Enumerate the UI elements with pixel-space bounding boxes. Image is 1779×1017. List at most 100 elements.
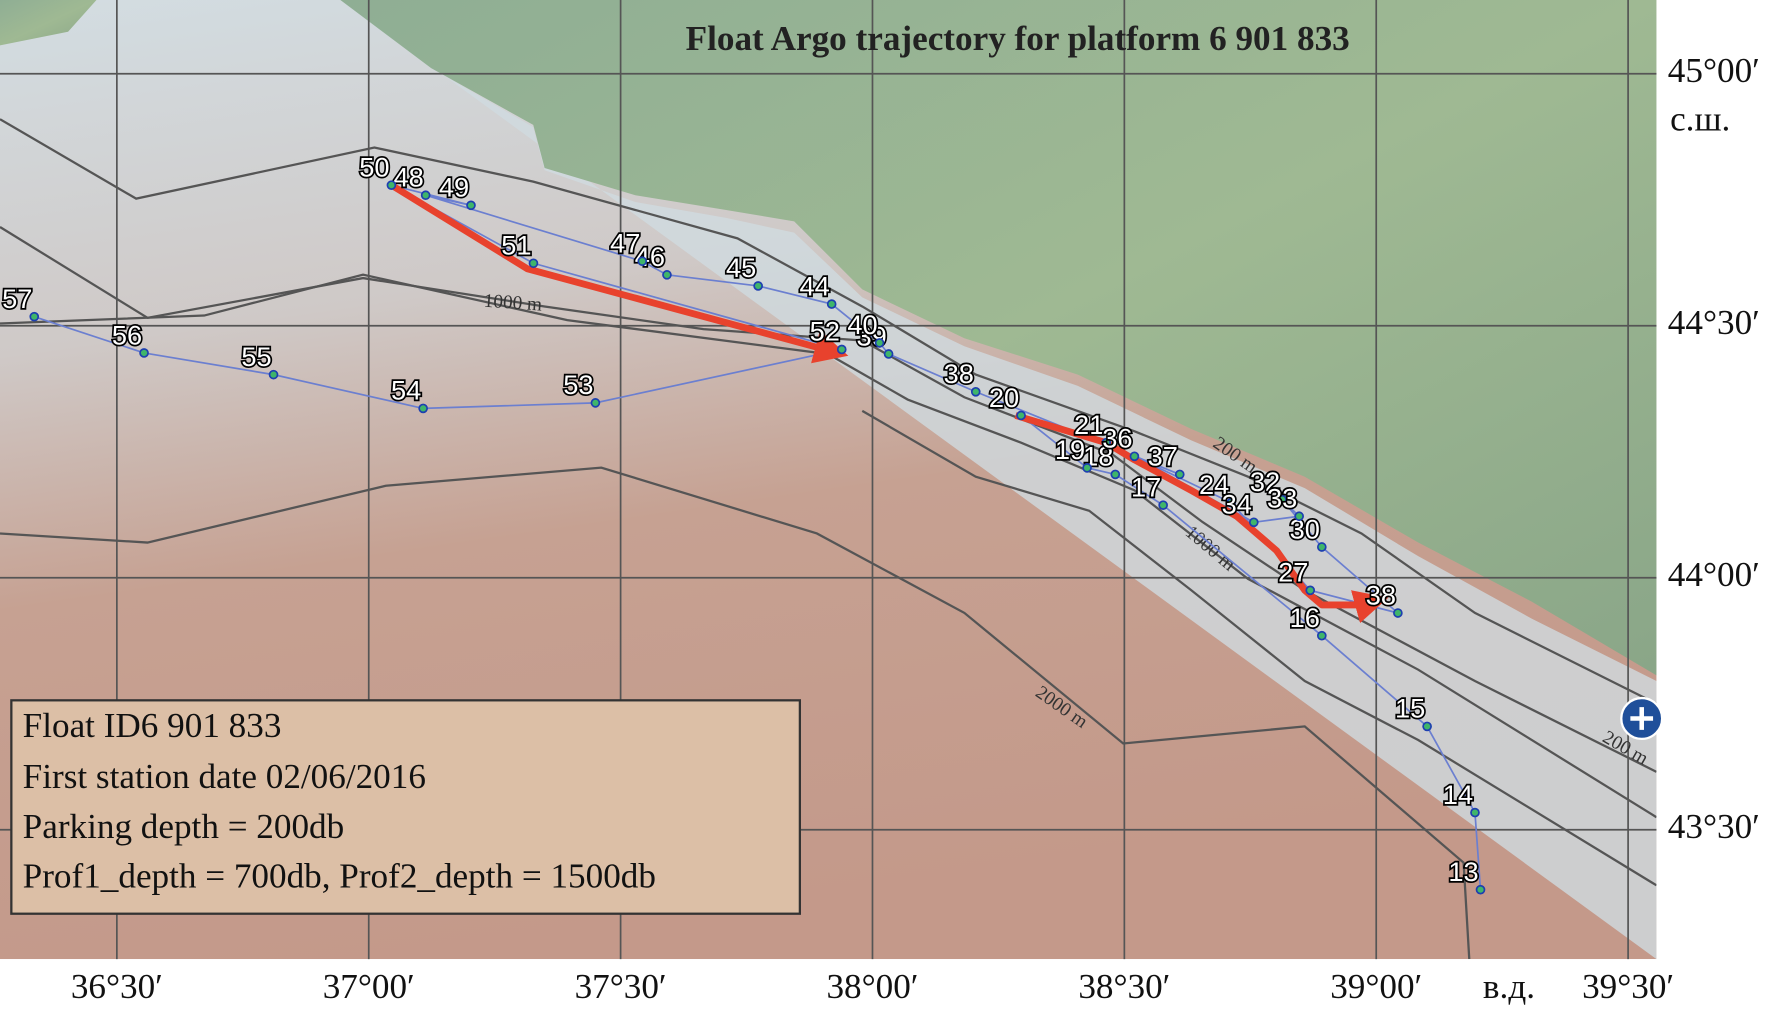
station-label: 46 xyxy=(635,241,665,272)
station-label: 14 xyxy=(1443,779,1473,810)
station xyxy=(1174,469,1185,480)
lat-unit-label: с.ш. xyxy=(1670,100,1730,139)
isobath xyxy=(0,466,1471,960)
lon-tick-label: 39°00′ xyxy=(1330,967,1422,1006)
lat-tick-label: 45°00′ xyxy=(1668,51,1760,90)
drift-arrow xyxy=(1014,412,1389,624)
station-label: 38 xyxy=(1366,579,1396,610)
isobath xyxy=(0,118,1657,705)
station-label: 19 xyxy=(1055,434,1085,465)
station xyxy=(1016,410,1026,421)
station xyxy=(1110,469,1121,480)
station-label: 40 xyxy=(847,309,877,340)
info-panel xyxy=(10,699,802,915)
isobath xyxy=(0,273,1658,819)
lon-tick-label: 37°30′ xyxy=(575,967,667,1006)
station xyxy=(1470,807,1480,818)
station xyxy=(1294,511,1304,522)
station-label: 17 xyxy=(1131,471,1161,502)
land xyxy=(340,0,1657,676)
station xyxy=(883,349,894,359)
map-title: Float Argo trajectory for platform 6 901… xyxy=(686,19,1350,58)
station xyxy=(1248,517,1259,528)
station-label: 16 xyxy=(1290,602,1320,633)
lon-tick-label: 36°30′ xyxy=(71,967,163,1006)
station-label: 48 xyxy=(394,162,424,193)
station xyxy=(1317,630,1327,641)
bottom-margin xyxy=(0,959,1779,1017)
station-label: 57 xyxy=(2,283,32,314)
station-label: 53 xyxy=(563,369,593,400)
info-line: Prof1_depth = 700db, Prof2_depth = 1500d… xyxy=(23,857,656,896)
drift-arrow xyxy=(389,182,849,364)
station-label: 50 xyxy=(359,151,389,182)
station xyxy=(874,338,885,348)
isobaths xyxy=(0,118,1658,960)
station xyxy=(1317,542,1327,552)
station xyxy=(1101,437,1112,448)
station-label: 15 xyxy=(1395,693,1425,724)
station xyxy=(826,299,837,309)
station-label: 51 xyxy=(501,230,531,261)
station xyxy=(590,398,601,408)
station xyxy=(1305,585,1316,596)
zoom-icon xyxy=(1630,707,1654,730)
station xyxy=(753,281,763,291)
info-box: Float ID6 901 833 First station date 02/… xyxy=(10,699,802,915)
station xyxy=(268,369,279,380)
station-label: 49 xyxy=(439,172,469,203)
station xyxy=(1475,884,1486,895)
lat-tick-label: 44°30′ xyxy=(1668,303,1760,342)
station-label: 38 xyxy=(944,358,974,389)
station-label: 44 xyxy=(800,270,830,301)
isobath-label: 1000 m xyxy=(483,291,543,316)
station-label: 56 xyxy=(112,319,142,350)
station xyxy=(836,344,847,355)
station-label: 47 xyxy=(610,228,640,259)
station xyxy=(1158,500,1168,510)
lat-tick-label: 44°00′ xyxy=(1668,555,1760,594)
station xyxy=(420,190,431,201)
station xyxy=(662,270,672,280)
station-label: 39 xyxy=(856,320,886,351)
lon-unit-label: в.д. xyxy=(1483,967,1535,1006)
station-label: 20 xyxy=(989,382,1019,413)
station-label: 30 xyxy=(1290,513,1320,544)
station-label: 33 xyxy=(1267,483,1297,514)
station-label: 45 xyxy=(726,252,756,283)
station xyxy=(1226,497,1236,508)
lon-tick-label: 37°00′ xyxy=(323,967,415,1006)
lat-tick-label: 43°30′ xyxy=(1668,807,1760,846)
info-line: First station date 02/06/2016 xyxy=(23,757,426,796)
lon-tick-label: 38°30′ xyxy=(1078,967,1170,1006)
station xyxy=(466,200,476,211)
station xyxy=(29,311,40,322)
zoom-button[interactable] xyxy=(1620,696,1664,741)
station-label: 27 xyxy=(1278,557,1308,588)
station xyxy=(418,403,428,414)
station xyxy=(528,258,539,269)
station xyxy=(1277,494,1287,505)
isobath xyxy=(861,409,1658,887)
shelf xyxy=(340,0,1657,960)
station xyxy=(1129,451,1140,462)
station-label: 52 xyxy=(810,316,840,347)
station xyxy=(637,256,648,267)
station xyxy=(1393,608,1403,618)
station-label: 34 xyxy=(1222,489,1252,520)
station-label: 24 xyxy=(1199,469,1229,500)
station-label: 37 xyxy=(1148,441,1178,472)
station-label: 21 xyxy=(1074,409,1104,440)
station xyxy=(139,348,149,358)
station-label: 13 xyxy=(1448,856,1478,887)
station xyxy=(1082,463,1092,473)
station xyxy=(386,180,397,190)
lon-tick-label: 39°30′ xyxy=(1582,967,1674,1006)
station xyxy=(1422,721,1432,732)
lon-tick-label: 38°00′ xyxy=(826,967,918,1006)
land xyxy=(0,0,97,46)
station-label: 55 xyxy=(241,341,271,372)
station-label: 54 xyxy=(391,375,421,406)
